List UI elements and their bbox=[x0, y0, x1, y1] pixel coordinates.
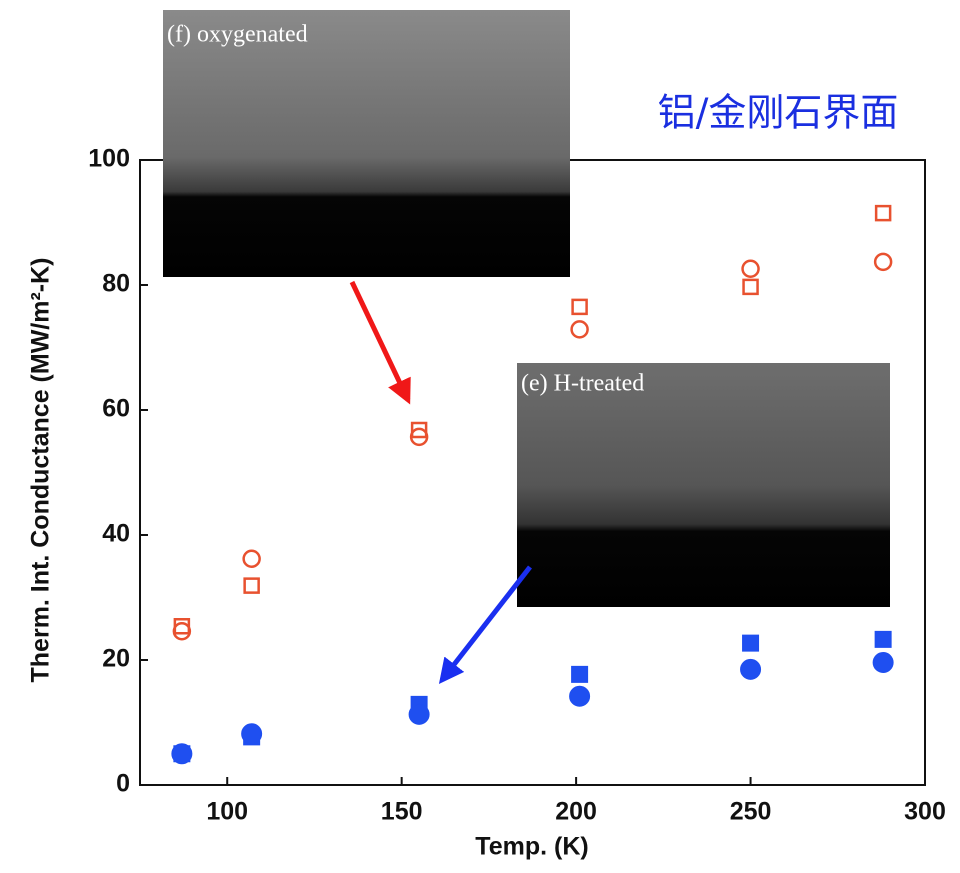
inset-label: (f) oxygenated bbox=[167, 22, 308, 48]
x-tick-label: 100 bbox=[206, 798, 248, 826]
data-point bbox=[875, 631, 891, 647]
chart: (f) oxygenated (e) H-treated 铝/金刚石界面 Tem… bbox=[0, 0, 960, 868]
data-point bbox=[873, 653, 893, 673]
data-point bbox=[743, 635, 759, 651]
data-point bbox=[572, 666, 588, 682]
inset-label: (e) H-treated bbox=[521, 371, 644, 397]
x-tick-label: 250 bbox=[730, 798, 772, 826]
data-point bbox=[875, 254, 891, 270]
data-point bbox=[409, 704, 429, 724]
data-point bbox=[876, 206, 890, 220]
data-point bbox=[244, 551, 260, 567]
y-tick-label: 0 bbox=[116, 770, 130, 798]
y-tick-label: 60 bbox=[102, 395, 130, 423]
data-point bbox=[174, 623, 190, 639]
data-point bbox=[743, 261, 759, 277]
data-point bbox=[573, 300, 587, 314]
y-tick-label: 100 bbox=[88, 145, 130, 173]
data-point bbox=[172, 744, 192, 764]
y-tick-label: 20 bbox=[102, 645, 130, 673]
y-tick-label: 80 bbox=[102, 270, 130, 298]
x-tick-label: 300 bbox=[904, 798, 946, 826]
y-axis-label: Therm. Int. Conductance (MW/m²-K) bbox=[27, 258, 55, 683]
x-axis-label: Temp. (K) bbox=[475, 833, 588, 861]
sem-image-oxygenated bbox=[163, 10, 570, 277]
x-tick-label: 200 bbox=[555, 798, 597, 826]
data-point bbox=[741, 659, 761, 679]
data-point bbox=[744, 280, 758, 294]
arrow bbox=[352, 282, 408, 400]
data-point bbox=[570, 686, 590, 706]
y-tick-label: 40 bbox=[102, 520, 130, 548]
arrow bbox=[442, 567, 530, 680]
sem-image-h-treated bbox=[517, 363, 890, 607]
data-point bbox=[245, 579, 259, 593]
chart-title: 铝/金刚石界面 bbox=[658, 91, 899, 135]
data-point bbox=[572, 321, 588, 337]
x-tick-label: 150 bbox=[381, 798, 423, 826]
data-point bbox=[242, 724, 262, 744]
